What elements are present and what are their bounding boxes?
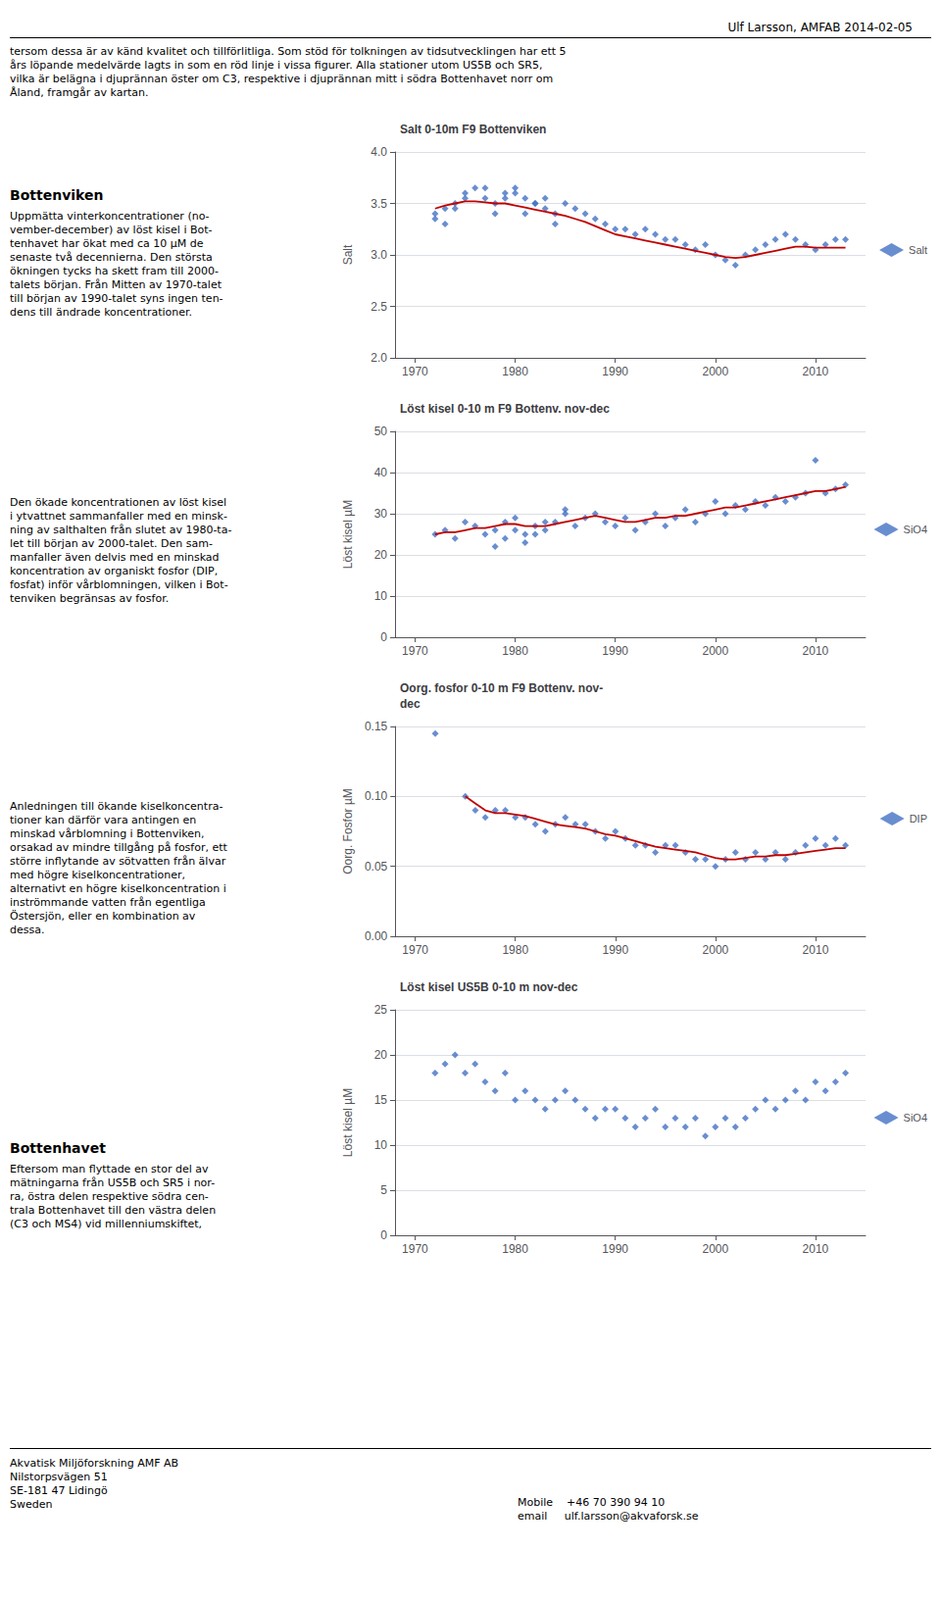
svg-text:Oorg. Fosfor µM: Oorg. Fosfor µM xyxy=(341,788,355,875)
html-text:Eftersom man flyttade en stor: Eftersom man flyttade en stor del av mät… xyxy=(9,1162,216,1231)
svg-text:40: 40 xyxy=(374,465,389,480)
svg-text:SiO4: SiO4 xyxy=(903,523,928,536)
svg-text:0: 0 xyxy=(380,630,388,644)
svg-text:0.15: 0.15 xyxy=(364,719,389,734)
svg-text:Löst kisel µM: Löst kisel µM xyxy=(341,1088,355,1157)
svg-text:DIP: DIP xyxy=(909,812,928,825)
svg-text:25: 25 xyxy=(374,1002,389,1017)
svg-text:dec: dec xyxy=(399,696,421,711)
svg-text:4.0: 4.0 xyxy=(370,145,388,159)
svg-text:20: 20 xyxy=(374,547,389,562)
svg-text:1980: 1980 xyxy=(501,1241,529,1256)
svg-text:2.0: 2.0 xyxy=(370,350,388,365)
svg-text:1990: 1990 xyxy=(601,643,629,658)
svg-text:1970: 1970 xyxy=(401,364,429,379)
svg-text:0: 0 xyxy=(380,1228,388,1242)
svg-text:Oorg. fosfor 0-10 m F9 Bottenv: Oorg. fosfor 0-10 m F9 Bottenv. nov- xyxy=(399,681,603,695)
svg-text:2000: 2000 xyxy=(701,643,729,658)
svg-text:3.5: 3.5 xyxy=(370,197,388,211)
svg-text:1970: 1970 xyxy=(401,643,429,658)
svg-text:2000: 2000 xyxy=(702,942,730,957)
svg-text:0.10: 0.10 xyxy=(364,789,389,803)
svg-text:2010: 2010 xyxy=(802,1241,830,1256)
svg-text:3.0: 3.0 xyxy=(370,247,388,262)
svg-text:30: 30 xyxy=(374,506,389,521)
svg-text:Salt 0-10m F9 Bottenviken: Salt 0-10m F9 Bottenviken xyxy=(399,122,546,137)
svg-text:2.5: 2.5 xyxy=(370,299,388,314)
html-text:Mobile +46 70 390 94 10 email: Mobile +46 70 390 94 10 email ulf.larsso… xyxy=(517,1495,699,1523)
svg-text:1980: 1980 xyxy=(501,643,529,658)
svg-text:Löst kisel US5B 0-10 m nov-dec: Löst kisel US5B 0-10 m nov-dec xyxy=(399,980,579,994)
svg-text:2010: 2010 xyxy=(802,364,830,379)
html-text:Ulf Larsson, AMFAB 2014-02-05: Ulf Larsson, AMFAB 2014-02-05 xyxy=(727,20,913,35)
svg-text:1970: 1970 xyxy=(401,942,429,957)
svg-text:Salt: Salt xyxy=(908,244,928,256)
svg-text:Löst kisel 0-10 m F9 Bottenv.: Löst kisel 0-10 m F9 Bottenv. nov-dec xyxy=(399,401,610,416)
svg-text:Löst kisel µM: Löst kisel µM xyxy=(341,499,355,569)
svg-text:1990: 1990 xyxy=(601,364,629,379)
svg-text:2010: 2010 xyxy=(802,643,830,658)
svg-text:20: 20 xyxy=(374,1047,389,1062)
svg-text:1980: 1980 xyxy=(501,942,529,957)
svg-text:10: 10 xyxy=(374,589,389,603)
svg-text:SiO4: SiO4 xyxy=(903,1111,928,1124)
svg-text:10: 10 xyxy=(374,1138,389,1152)
svg-text:15: 15 xyxy=(374,1092,389,1107)
html-text:Anledningen till ökande kiselk: Anledningen till ökande kiselkoncentra- … xyxy=(9,799,228,937)
svg-text:1980: 1980 xyxy=(501,364,529,379)
svg-text:0.00: 0.00 xyxy=(364,929,389,943)
svg-text:2010: 2010 xyxy=(802,942,830,957)
svg-text:1970: 1970 xyxy=(401,1241,429,1256)
svg-text:1990: 1990 xyxy=(601,942,629,957)
svg-text:2000: 2000 xyxy=(701,364,729,379)
html-text:Akvatisk Miljöforskning AMF AB: Akvatisk Miljöforskning AMF AB Nilstorps… xyxy=(9,1456,179,1511)
html-text:tersom dessa är av känd kvalit: tersom dessa är av känd kvalitet och til… xyxy=(9,45,567,100)
svg-text:5: 5 xyxy=(380,1183,388,1197)
svg-text:2000: 2000 xyxy=(701,1241,729,1256)
svg-text:Salt: Salt xyxy=(341,244,355,265)
html-text:Bottenviken: Bottenviken xyxy=(9,187,104,203)
html-text:Uppmätta vinterkoncentrationer: Uppmätta vinterkoncentrationer (no- vemb… xyxy=(9,209,224,319)
svg-text:50: 50 xyxy=(374,424,389,439)
svg-text:1990: 1990 xyxy=(601,1241,629,1256)
svg-text:0.05: 0.05 xyxy=(364,859,389,874)
html-text:Den ökade koncentrationen av l: Den ökade koncentrationen av löst kisel … xyxy=(9,495,232,605)
html-text:Bottenhavet: Bottenhavet xyxy=(9,1139,106,1156)
